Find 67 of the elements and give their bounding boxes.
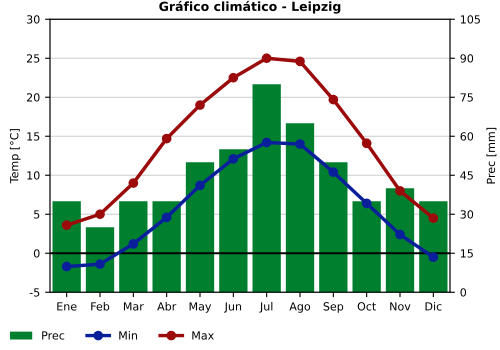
point <box>62 220 72 230</box>
y2-tick-label: 105 <box>460 15 480 24</box>
point <box>362 198 372 208</box>
bar <box>119 201 148 292</box>
point <box>295 56 305 66</box>
bar <box>286 123 314 292</box>
y2-tick-label: 60 <box>460 132 474 141</box>
y-tick-label: 20 <box>26 93 40 102</box>
bar <box>219 149 248 292</box>
point <box>228 154 238 164</box>
bar <box>252 84 281 292</box>
x-tick-label: Abr <box>157 302 176 311</box>
point <box>162 134 172 144</box>
x-tick-label: Dic <box>426 302 442 311</box>
point <box>428 213 438 224</box>
x-tick-label: Nov <box>390 302 411 311</box>
y2-axis-title: Prec [mm] <box>486 128 496 184</box>
point <box>262 138 272 148</box>
x-tick-label: Jul <box>259 302 272 313</box>
point <box>95 259 105 270</box>
x-tick-label: Sep <box>324 302 344 313</box>
point <box>128 178 138 188</box>
point <box>95 209 105 220</box>
point <box>262 53 272 64</box>
point <box>395 230 405 240</box>
point <box>362 138 372 148</box>
x-tick-label: Oct <box>358 302 376 311</box>
y-tick-label: 25 <box>26 54 40 63</box>
bar <box>352 201 381 292</box>
bar <box>186 162 214 292</box>
legend-label: Max <box>192 331 214 340</box>
point <box>295 139 305 149</box>
point <box>128 239 138 249</box>
x-tick-label: Jun <box>224 302 242 313</box>
x-tick-label: Ago <box>289 302 310 313</box>
y2-tick-label: 90 <box>460 54 474 63</box>
y-tick-label: -5 <box>30 288 40 297</box>
point <box>195 100 205 110</box>
legend-label: Prec <box>42 331 64 340</box>
y2-tick-label: 15 <box>460 249 473 258</box>
point <box>428 252 438 262</box>
y2-tick-label: 0 <box>460 288 466 297</box>
x-tick-label: Ene <box>57 302 77 311</box>
x-tick-label: Feb <box>91 302 110 311</box>
x-tick-label: Mar <box>124 302 144 311</box>
y-tick-label: 5 <box>34 210 40 219</box>
point <box>328 94 338 104</box>
point <box>195 180 205 190</box>
point <box>328 167 338 177</box>
y-tick-label: 0 <box>34 249 40 258</box>
y2-tick-label: 75 <box>460 93 473 102</box>
y-tick-label: 30 <box>26 15 40 24</box>
point <box>228 72 238 83</box>
y2-tick-label: 30 <box>460 210 474 219</box>
bar <box>386 188 414 292</box>
chart-title: Gráfico climático - Leipzig <box>159 0 340 14</box>
bar <box>319 162 348 292</box>
y-tick-label: 15 <box>27 132 40 141</box>
point <box>62 262 72 272</box>
bar <box>152 201 181 292</box>
y2-tick-label: 45 <box>460 171 473 180</box>
point <box>162 212 172 222</box>
x-tick-label: May <box>190 302 212 313</box>
point <box>395 186 405 196</box>
y-axis-title: Temp [°C] <box>10 129 21 184</box>
legend-label: Min <box>119 330 137 340</box>
y-tick-label: 10 <box>27 171 40 180</box>
